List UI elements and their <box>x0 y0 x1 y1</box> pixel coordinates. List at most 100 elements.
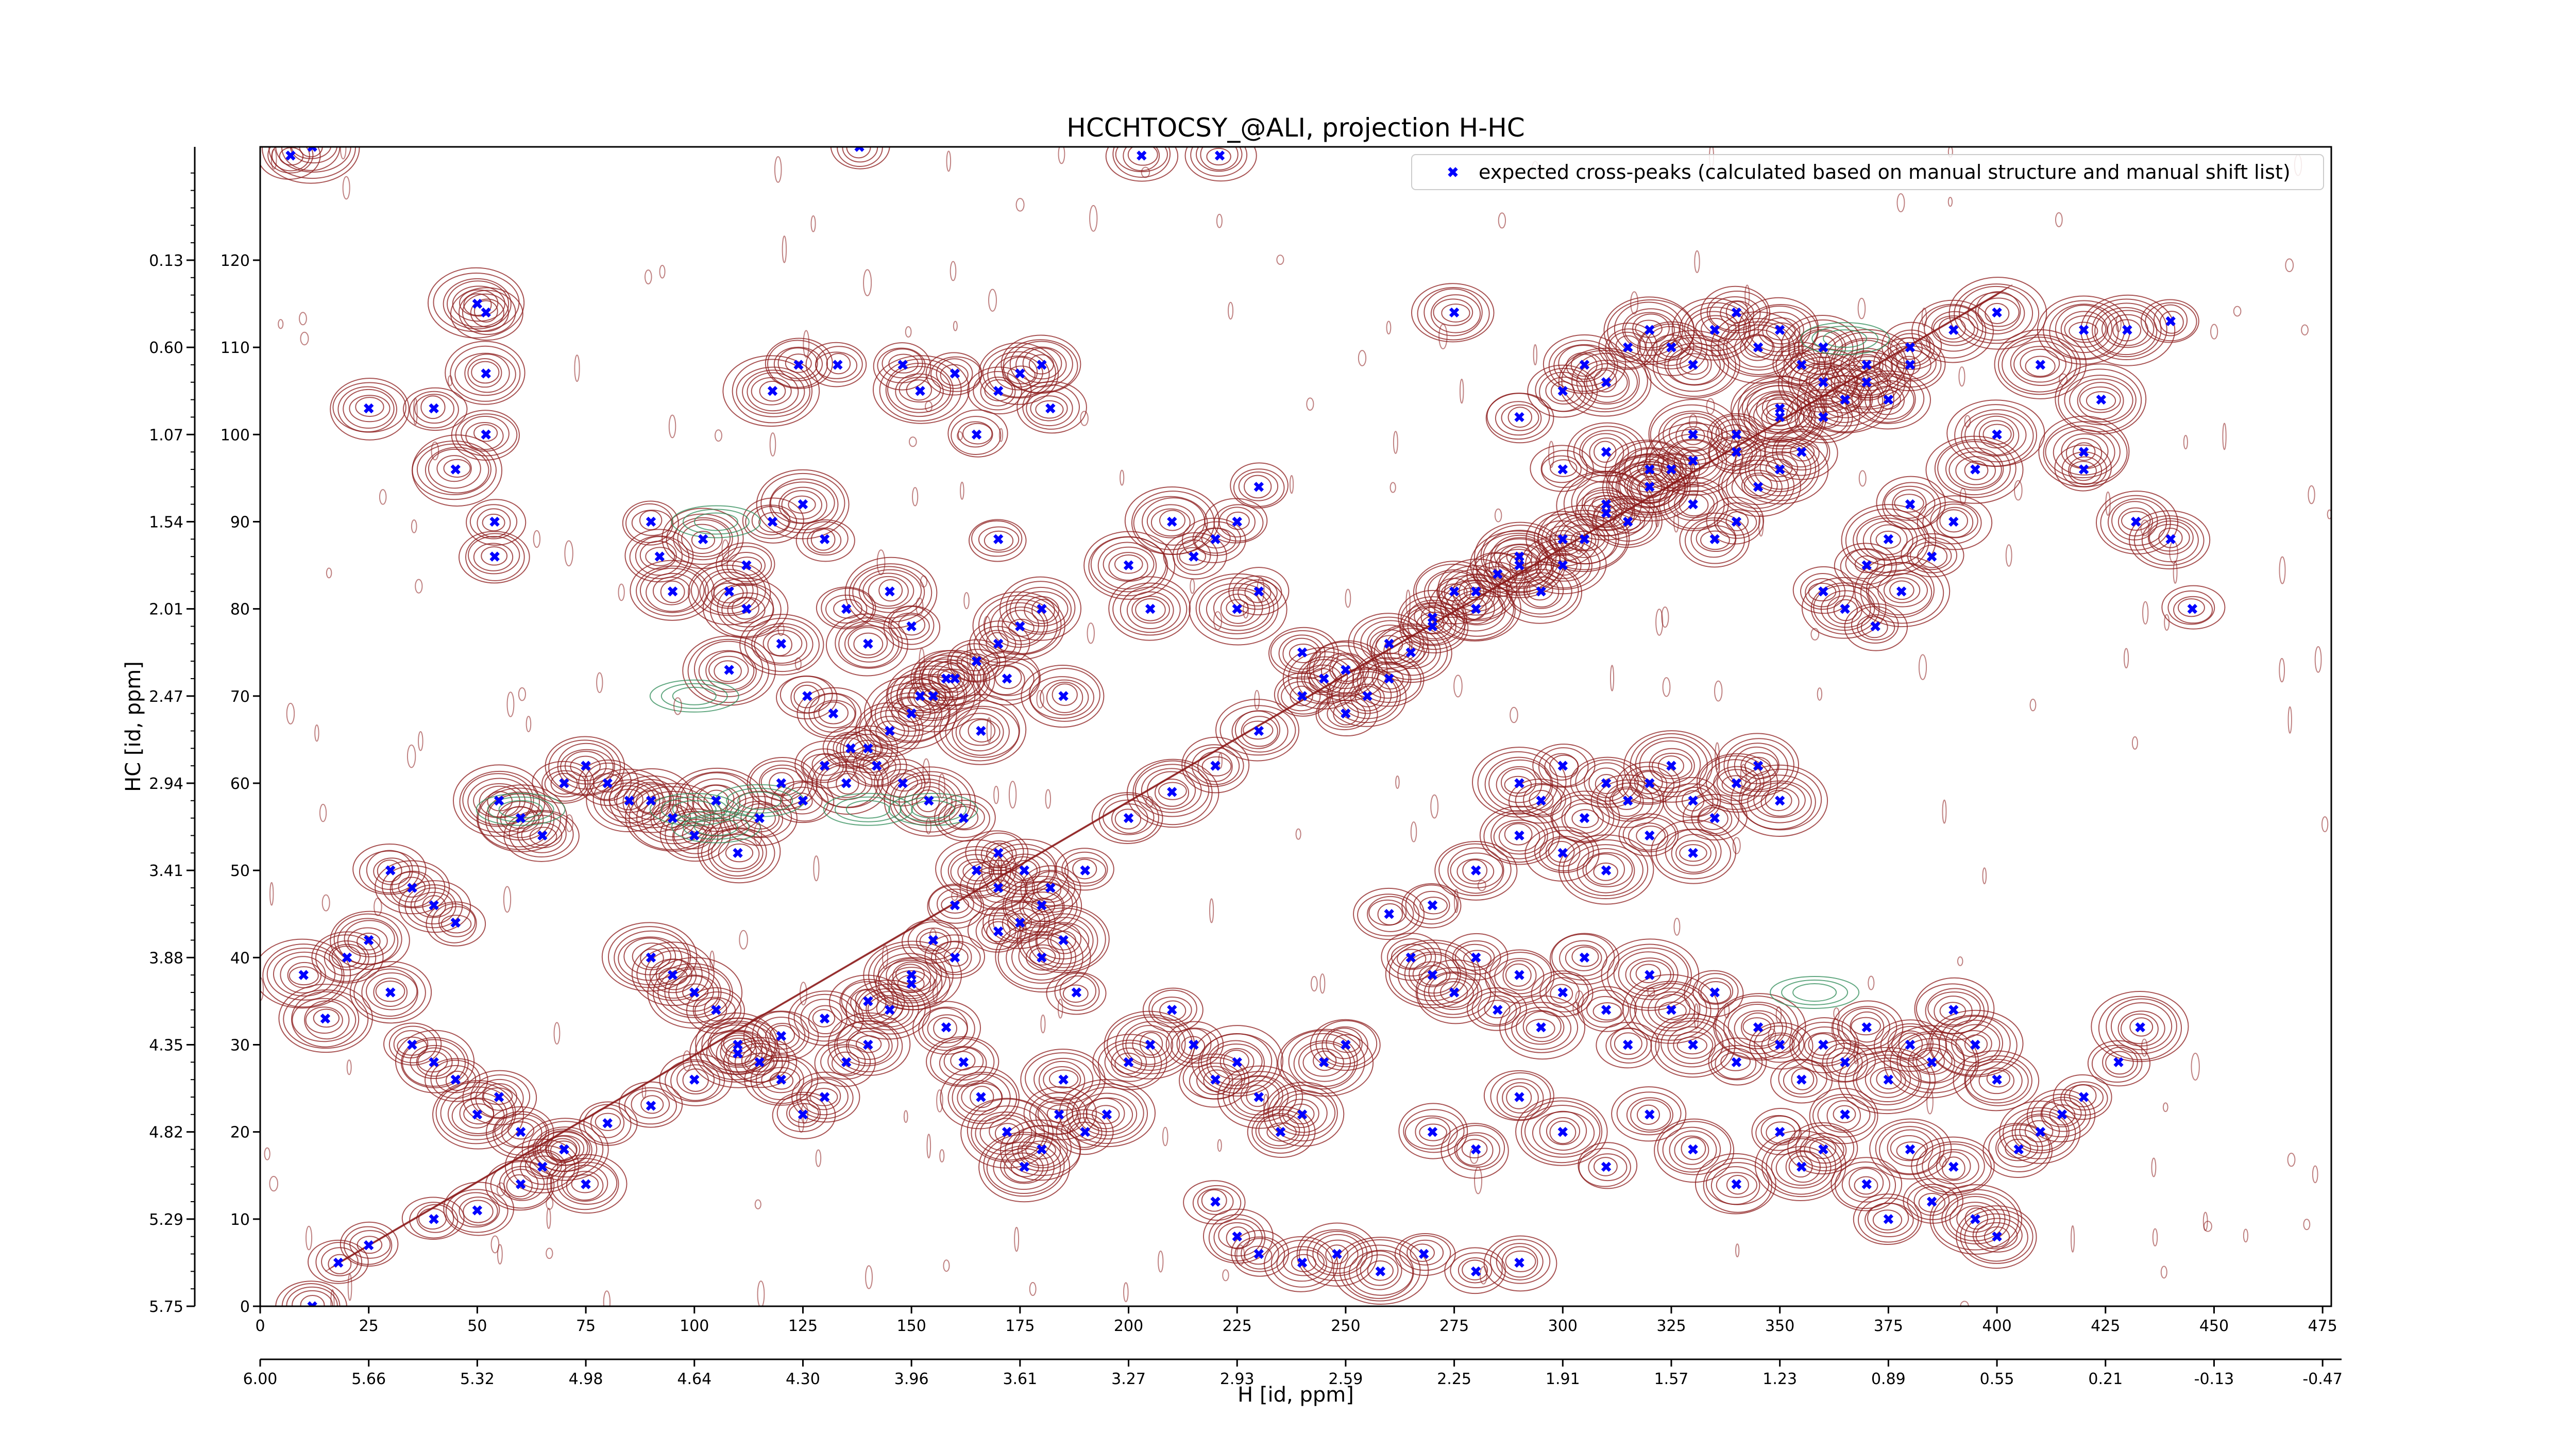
contour-ring <box>349 1230 391 1259</box>
contour-ring <box>653 803 691 831</box>
contour-ring <box>1809 1087 1878 1144</box>
contour-ring <box>529 827 557 846</box>
cross-peak-point <box>776 1074 787 1085</box>
noise-contour <box>565 814 573 832</box>
contour-ring <box>687 778 747 822</box>
contour-ring <box>1083 531 1176 600</box>
x-index-tick-label: 275 <box>1439 1317 1469 1335</box>
contour-ring <box>349 961 432 1024</box>
contour-ring <box>289 966 319 986</box>
cross-peak-point <box>1253 1249 1264 1259</box>
noise-contour <box>1740 764 1747 787</box>
cross-peak-point <box>2078 464 2089 475</box>
contour-ring <box>1394 1233 1456 1276</box>
contour-ring <box>1410 1243 1435 1262</box>
contour-ring <box>1878 342 1942 388</box>
contour-ring <box>716 1035 763 1073</box>
noise-contour <box>932 979 938 1003</box>
cross-peak-point <box>1883 394 1894 405</box>
contour-ring <box>1018 937 1064 975</box>
contour-ring <box>1302 1048 1344 1077</box>
cross-peak-point <box>1253 482 1264 492</box>
noise-contour <box>1853 1042 1859 1065</box>
contour-ring <box>1584 762 1631 802</box>
negative-contour-ring <box>682 509 750 535</box>
contour-ring <box>1550 984 1573 1004</box>
contour-ring <box>885 696 936 732</box>
contour-ring <box>1527 364 1598 418</box>
noise-contour <box>1523 580 1531 599</box>
contour-ring <box>1244 475 1272 499</box>
x-ppm-tick-label: 0.89 <box>1871 1370 1906 1388</box>
contour-ring <box>446 280 510 328</box>
contour-ring <box>1959 285 2033 341</box>
contour-ring <box>704 571 754 609</box>
cross-peak-point <box>1232 1057 1242 1068</box>
noise-contour <box>1947 197 1953 207</box>
noise-contour <box>769 432 776 457</box>
contour-ring <box>420 395 446 419</box>
legend-label: expected cross-peaks (calculated based o… <box>1479 161 2291 183</box>
negative-contour-ring <box>845 800 890 819</box>
cross-peak-point <box>1688 1144 1698 1155</box>
noise-contour <box>431 441 439 461</box>
contour-ring <box>1868 569 1933 616</box>
contour-ring <box>1681 1137 1706 1160</box>
contour-ring <box>1636 825 1666 846</box>
legend: expected cross-peaks (calculated based o… <box>1411 154 2324 190</box>
noise-contour <box>1498 212 1506 229</box>
contour-ring <box>1331 668 1401 723</box>
y-ppm-axis: 5.755.294.824.353.883.412.942.472.011.54… <box>149 147 196 1316</box>
contour-ring <box>1630 733 1713 798</box>
contour-ring <box>1241 1238 1279 1270</box>
contour-ring <box>1611 1086 1687 1142</box>
cross-peak-point <box>819 761 830 771</box>
contour-ring <box>1456 1134 1494 1166</box>
contour-ring <box>1325 1244 1349 1265</box>
contour-ring <box>1700 981 1732 1004</box>
noise-contour <box>903 1110 908 1123</box>
contour-ring <box>1707 413 1766 456</box>
contour-ring <box>1618 447 1681 493</box>
contour-ring <box>477 508 511 538</box>
contour-ring <box>395 1030 475 1093</box>
cross-peak-point <box>819 1014 830 1024</box>
noise-contour <box>2173 561 2178 584</box>
noise-contour <box>1162 1126 1168 1147</box>
contour-ring <box>1876 1069 1902 1090</box>
noise-contour <box>998 428 1004 442</box>
noise-contour <box>1459 378 1464 404</box>
contour-ring <box>1434 841 1518 901</box>
cross-peak-point <box>819 1092 830 1102</box>
cross-peak-point <box>1774 796 1785 806</box>
contour-ring <box>1134 764 1210 817</box>
noise-contour <box>777 622 785 636</box>
noise-contour <box>2314 646 2322 673</box>
contour-ring <box>1195 577 1279 639</box>
cross-peak-point <box>1774 403 1785 414</box>
noise-contour <box>305 1225 313 1251</box>
contour-ring <box>673 517 733 561</box>
contour-ring <box>1230 462 1289 509</box>
contour-ring <box>304 1000 350 1040</box>
contour-ring <box>1656 337 1730 392</box>
contour-ring <box>1317 694 1371 731</box>
cross-peak-point <box>1601 865 1612 875</box>
cross-peak-point <box>1137 150 1147 161</box>
cross-peak-point <box>1123 813 1134 823</box>
contour-ring <box>852 746 901 786</box>
cross-peak-point <box>667 586 678 597</box>
contour-ring <box>1997 1135 2039 1161</box>
contour-ring <box>1406 1239 1444 1266</box>
cross-peak-point <box>1774 1126 1785 1137</box>
contour-ring <box>1353 887 1425 940</box>
x-ppm-tick-label: 5.32 <box>460 1370 495 1388</box>
contour-ring <box>967 1098 1049 1162</box>
contour-ring <box>723 1037 798 1088</box>
noise-contour <box>2141 1038 2148 1057</box>
contour-ring <box>1850 1011 1885 1043</box>
x-index-tick-label: 400 <box>1982 1317 2011 1335</box>
contour-ring <box>718 838 760 869</box>
contour-ring <box>1310 1019 1381 1071</box>
cross-peak-point <box>1071 987 1082 998</box>
